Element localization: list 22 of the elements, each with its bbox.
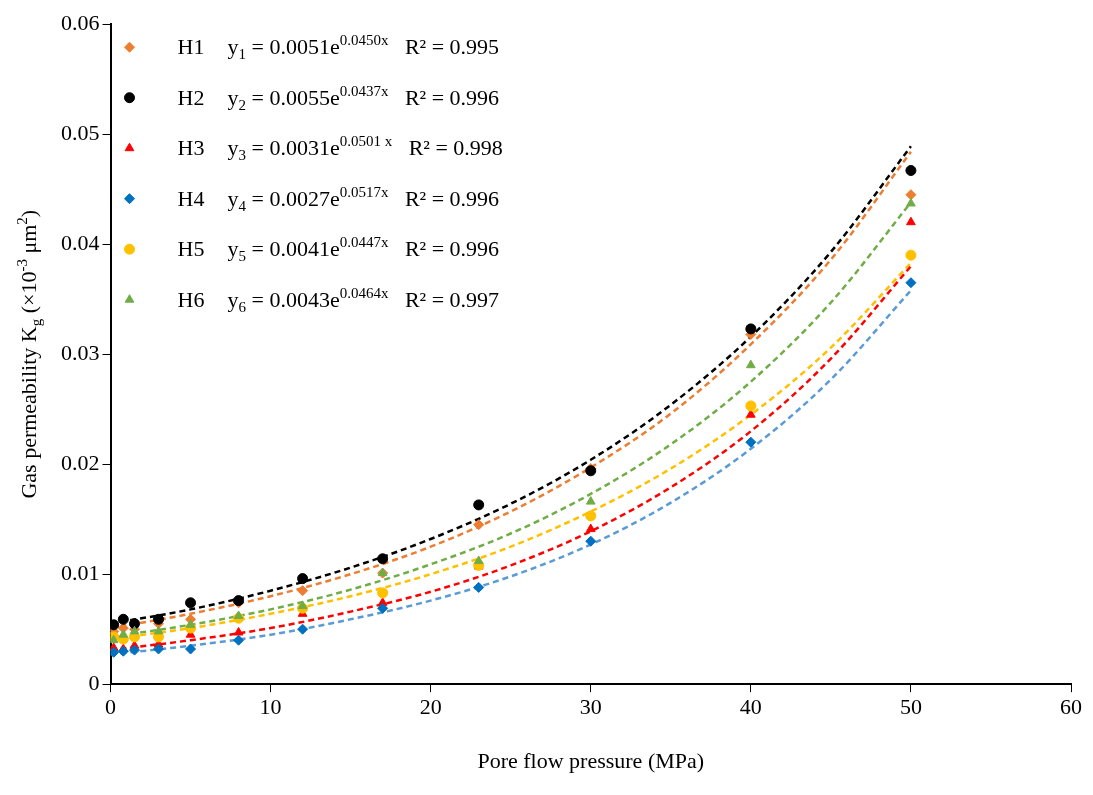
y-tick-label: 0.04 bbox=[61, 229, 100, 255]
y-tick-label: 0.01 bbox=[61, 559, 100, 585]
legend-label: H2 bbox=[177, 84, 205, 110]
x-tick-label: 30 bbox=[579, 694, 602, 720]
x-tick-label: 50 bbox=[899, 694, 922, 720]
x-tick-label: 0 bbox=[105, 694, 116, 720]
x-tick-label: 10 bbox=[259, 694, 282, 720]
y-tick-label: 0.02 bbox=[61, 449, 100, 475]
legend-label: H6 bbox=[177, 286, 205, 312]
y-tick-label: 0.05 bbox=[61, 119, 100, 145]
legend-label: H4 bbox=[177, 185, 205, 211]
x-tick-label: 20 bbox=[419, 694, 442, 720]
y-tick-label: 0.03 bbox=[61, 339, 100, 365]
legend-label: H1 bbox=[177, 34, 205, 60]
legend-label: H5 bbox=[177, 236, 205, 262]
x-tick-label: 40 bbox=[739, 694, 762, 720]
legend-label: H3 bbox=[177, 135, 205, 161]
y-axis-title: Gas permeability Kg (×10-3 μm2) bbox=[14, 209, 44, 499]
y-tick-label: 0.06 bbox=[61, 9, 100, 35]
y-tick-label: 0 bbox=[88, 669, 100, 695]
x-axis-title: Pore flow pressure (MPa) bbox=[477, 747, 705, 773]
x-tick-label: 60 bbox=[1060, 694, 1082, 720]
